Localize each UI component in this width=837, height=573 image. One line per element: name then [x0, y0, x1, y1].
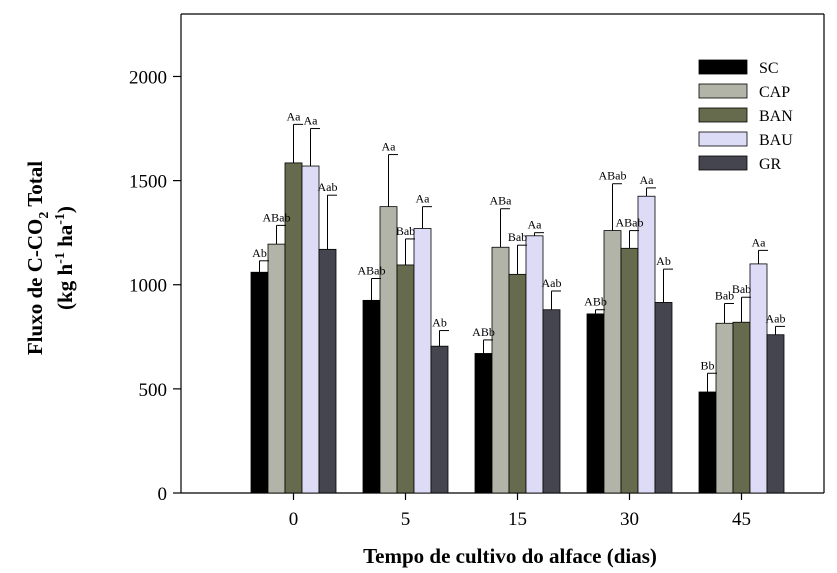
x-tick-label: 30 — [620, 509, 639, 530]
bar — [766, 334, 785, 494]
bar — [491, 246, 510, 494]
significance-label: ABb — [584, 295, 607, 309]
significance-label: ABab — [263, 210, 291, 224]
bar — [603, 230, 622, 494]
significance-label: Aa — [287, 109, 302, 123]
legend-swatch — [698, 131, 748, 147]
significance-label: Aa — [752, 235, 767, 249]
bar — [318, 248, 337, 494]
significance-label: ABab — [616, 216, 644, 230]
y-tick-label: 500 — [139, 380, 168, 401]
legend-label: CAP — [759, 84, 790, 101]
significance-label: Aa — [382, 140, 397, 154]
legend-swatch — [698, 59, 748, 75]
significance-label: Ab — [252, 246, 267, 260]
significance-label: ABab — [358, 263, 386, 277]
bar — [379, 206, 398, 494]
significance-label: ABa — [490, 194, 513, 208]
significance-label: Bab — [508, 230, 527, 244]
legend-label: BAN — [759, 108, 793, 125]
significance-label: Ab — [656, 254, 671, 268]
bar — [474, 353, 493, 494]
bar-series-group — [250, 162, 785, 494]
y-tick-label: 2000 — [129, 67, 167, 88]
legend-label: GR — [759, 156, 782, 173]
legend: SC CAP BAN BAU GR — [698, 59, 793, 173]
error-bar-group — [259, 123, 785, 392]
y-axis-ticks: 0 500 1000 1500 2000 — [129, 67, 181, 505]
bar — [620, 247, 639, 494]
legend-swatch — [698, 107, 748, 123]
x-tick-label: 45 — [732, 509, 751, 530]
y-axis-title-line1: Fluxo de C-CO2 Total — [23, 161, 52, 355]
significance-label: Bb — [700, 358, 714, 372]
y-tick-label: 0 — [158, 484, 168, 505]
significance-label: Bab — [715, 288, 734, 302]
bar — [586, 313, 605, 494]
bar — [637, 195, 656, 494]
bar — [698, 391, 717, 494]
y-tick-label: 1500 — [129, 172, 167, 193]
bar — [715, 322, 734, 494]
legend-swatch — [698, 155, 748, 171]
bar — [362, 299, 381, 494]
significance-label: ABab — [599, 169, 627, 183]
y-axis-title: Fluxo de C-CO2 Total (kg h-1 ha-1) — [23, 161, 77, 355]
legend-label: BAU — [759, 132, 793, 149]
significance-label: Aa — [304, 114, 319, 128]
bar — [396, 264, 415, 494]
bar — [654, 302, 673, 494]
x-tick-label: 0 — [289, 509, 299, 530]
bar — [250, 271, 269, 494]
significance-label: Bab — [732, 282, 751, 296]
bar — [430, 345, 449, 494]
significance-label: Aa — [528, 218, 543, 232]
x-tick-label: 5 — [401, 509, 411, 530]
y-axis-title-line2: (kg h-1 ha-1) — [53, 206, 77, 310]
significance-label: ABb — [472, 325, 495, 339]
bar — [508, 273, 527, 494]
significance-label: Aab — [542, 276, 562, 290]
x-axis-title: Tempo de cultivo do alface (dias) — [363, 544, 657, 568]
bar — [749, 263, 768, 494]
bar — [525, 235, 544, 494]
bar — [413, 228, 432, 494]
x-tick-label: 15 — [508, 509, 527, 530]
bar — [301, 165, 320, 494]
significance-label: Ab — [432, 316, 447, 330]
significance-label: Aab — [766, 311, 786, 325]
significance-label: Aab — [318, 180, 338, 194]
significance-label: Aa — [416, 192, 431, 206]
y-tick-label: 1000 — [129, 276, 167, 297]
x-axis-ticks: 0 5 15 30 45 — [289, 493, 751, 530]
significance-label: Aa — [640, 173, 655, 187]
bar — [542, 309, 561, 494]
bar — [267, 243, 286, 494]
legend-label: SC — [759, 60, 779, 77]
bar — [732, 321, 751, 494]
legend-swatch — [698, 83, 748, 99]
significance-label: Bab — [396, 224, 415, 238]
